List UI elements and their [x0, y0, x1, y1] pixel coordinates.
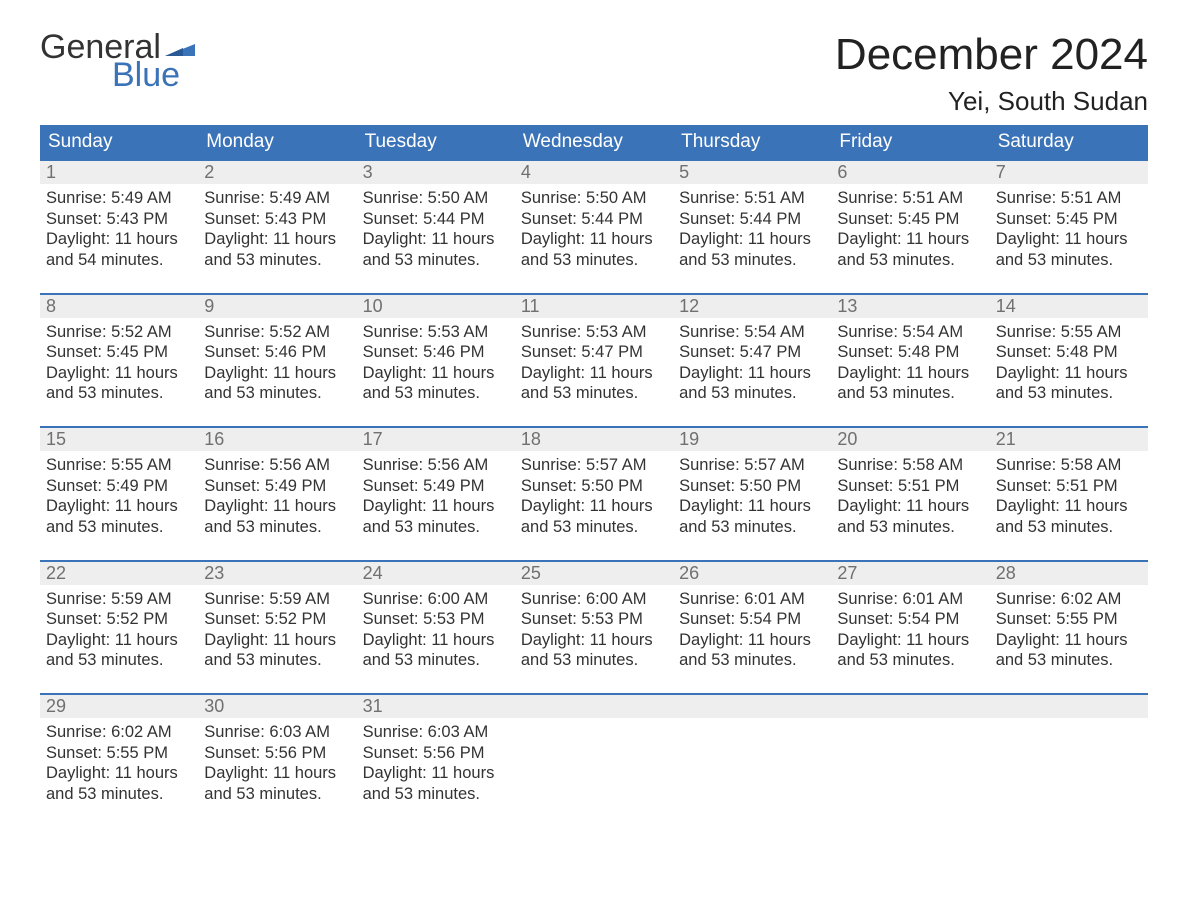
- header: General Blue December 2024 Yei, South Su…: [40, 30, 1148, 117]
- day-detail-cell: Sunrise: 6:02 AMSunset: 5:55 PMDaylight:…: [40, 718, 198, 813]
- day-detail-cell: Sunrise: 6:03 AMSunset: 5:56 PMDaylight:…: [357, 718, 515, 813]
- day-detail-cell: Sunrise: 5:50 AMSunset: 5:44 PMDaylight:…: [515, 184, 673, 293]
- day-number-row: 22232425262728: [40, 562, 1148, 585]
- day-detail-cell: Sunrise: 6:00 AMSunset: 5:53 PMDaylight:…: [515, 585, 673, 694]
- day-detail-cell: Sunrise: 5:58 AMSunset: 5:51 PMDaylight:…: [990, 451, 1148, 560]
- day-number-cell: 2: [198, 161, 356, 184]
- day-number-cell: 26: [673, 562, 831, 585]
- day-number-cell: 19: [673, 428, 831, 451]
- day-detail-cell: [515, 718, 673, 813]
- day-number-cell: 13: [831, 295, 989, 318]
- day-number-cell: 8: [40, 295, 198, 318]
- day-detail-cell: Sunrise: 5:54 AMSunset: 5:48 PMDaylight:…: [831, 318, 989, 427]
- day-detail-cell: Sunrise: 6:02 AMSunset: 5:55 PMDaylight:…: [990, 585, 1148, 694]
- day-detail-cell: Sunrise: 5:53 AMSunset: 5:46 PMDaylight:…: [357, 318, 515, 427]
- logo-word2: Blue: [112, 58, 195, 92]
- day-number-cell: 12: [673, 295, 831, 318]
- day-detail-row: Sunrise: 5:55 AMSunset: 5:49 PMDaylight:…: [40, 451, 1148, 560]
- day-number-cell: [831, 695, 989, 718]
- day-number-cell: [515, 695, 673, 718]
- day-number-cell: [673, 695, 831, 718]
- day-detail-row: Sunrise: 5:49 AMSunset: 5:43 PMDaylight:…: [40, 184, 1148, 293]
- day-number-cell: 18: [515, 428, 673, 451]
- day-number-cell: 9: [198, 295, 356, 318]
- day-number-cell: 17: [357, 428, 515, 451]
- day-number-row: 15161718192021: [40, 428, 1148, 451]
- day-detail-cell: Sunrise: 5:55 AMSunset: 5:48 PMDaylight:…: [990, 318, 1148, 427]
- day-of-week-row: SundayMondayTuesdayWednesdayThursdayFrid…: [40, 125, 1148, 161]
- location-label: Yei, South Sudan: [835, 86, 1148, 117]
- day-detail-cell: Sunrise: 5:55 AMSunset: 5:49 PMDaylight:…: [40, 451, 198, 560]
- calendar-body: 1234567Sunrise: 5:49 AMSunset: 5:43 PMDa…: [40, 161, 1148, 813]
- day-number-cell: 24: [357, 562, 515, 585]
- day-number-row: 1234567: [40, 161, 1148, 184]
- day-number-cell: 1: [40, 161, 198, 184]
- day-detail-cell: Sunrise: 6:03 AMSunset: 5:56 PMDaylight:…: [198, 718, 356, 813]
- day-detail-row: Sunrise: 6:02 AMSunset: 5:55 PMDaylight:…: [40, 718, 1148, 813]
- day-detail-cell: Sunrise: 5:52 AMSunset: 5:45 PMDaylight:…: [40, 318, 198, 427]
- day-detail-cell: Sunrise: 5:54 AMSunset: 5:47 PMDaylight:…: [673, 318, 831, 427]
- dow-header: Monday: [198, 125, 356, 161]
- day-number-cell: 21: [990, 428, 1148, 451]
- day-detail-row: Sunrise: 5:59 AMSunset: 5:52 PMDaylight:…: [40, 585, 1148, 694]
- title-block: December 2024 Yei, South Sudan: [835, 30, 1148, 117]
- dow-header: Friday: [831, 125, 989, 161]
- day-number-cell: 3: [357, 161, 515, 184]
- day-detail-cell: Sunrise: 5:51 AMSunset: 5:44 PMDaylight:…: [673, 184, 831, 293]
- day-number-cell: 16: [198, 428, 356, 451]
- day-detail-cell: [831, 718, 989, 813]
- logo: General Blue: [40, 30, 195, 92]
- day-number-cell: 22: [40, 562, 198, 585]
- day-detail-cell: Sunrise: 5:51 AMSunset: 5:45 PMDaylight:…: [831, 184, 989, 293]
- day-number-cell: 14: [990, 295, 1148, 318]
- day-number-cell: 11: [515, 295, 673, 318]
- day-number-cell: 30: [198, 695, 356, 718]
- day-detail-cell: [673, 718, 831, 813]
- day-number-cell: 5: [673, 161, 831, 184]
- day-number-cell: 20: [831, 428, 989, 451]
- month-title: December 2024: [835, 30, 1148, 80]
- day-number-cell: 10: [357, 295, 515, 318]
- day-number-cell: [990, 695, 1148, 718]
- day-number-cell: 28: [990, 562, 1148, 585]
- calendar-table: SundayMondayTuesdayWednesdayThursdayFrid…: [40, 125, 1148, 813]
- day-detail-cell: [990, 718, 1148, 813]
- day-detail-cell: Sunrise: 5:52 AMSunset: 5:46 PMDaylight:…: [198, 318, 356, 427]
- day-detail-cell: Sunrise: 6:00 AMSunset: 5:53 PMDaylight:…: [357, 585, 515, 694]
- day-number-row: 293031: [40, 695, 1148, 718]
- day-number-cell: 7: [990, 161, 1148, 184]
- day-number-cell: 31: [357, 695, 515, 718]
- day-number-cell: 27: [831, 562, 989, 585]
- day-detail-cell: Sunrise: 5:49 AMSunset: 5:43 PMDaylight:…: [40, 184, 198, 293]
- day-number-cell: 23: [198, 562, 356, 585]
- dow-header: Wednesday: [515, 125, 673, 161]
- day-detail-cell: Sunrise: 6:01 AMSunset: 5:54 PMDaylight:…: [673, 585, 831, 694]
- day-detail-cell: Sunrise: 5:57 AMSunset: 5:50 PMDaylight:…: [673, 451, 831, 560]
- day-number-cell: 29: [40, 695, 198, 718]
- day-detail-row: Sunrise: 5:52 AMSunset: 5:45 PMDaylight:…: [40, 318, 1148, 427]
- day-number-row: 891011121314: [40, 295, 1148, 318]
- day-detail-cell: Sunrise: 5:57 AMSunset: 5:50 PMDaylight:…: [515, 451, 673, 560]
- day-number-cell: 4: [515, 161, 673, 184]
- dow-header: Tuesday: [357, 125, 515, 161]
- day-detail-cell: Sunrise: 5:59 AMSunset: 5:52 PMDaylight:…: [198, 585, 356, 694]
- day-detail-cell: Sunrise: 5:59 AMSunset: 5:52 PMDaylight:…: [40, 585, 198, 694]
- dow-header: Sunday: [40, 125, 198, 161]
- day-number-cell: 15: [40, 428, 198, 451]
- flag-icon: [165, 38, 195, 58]
- day-detail-cell: Sunrise: 5:58 AMSunset: 5:51 PMDaylight:…: [831, 451, 989, 560]
- day-detail-cell: Sunrise: 5:50 AMSunset: 5:44 PMDaylight:…: [357, 184, 515, 293]
- day-detail-cell: Sunrise: 5:56 AMSunset: 5:49 PMDaylight:…: [357, 451, 515, 560]
- day-detail-cell: Sunrise: 6:01 AMSunset: 5:54 PMDaylight:…: [831, 585, 989, 694]
- dow-header: Thursday: [673, 125, 831, 161]
- day-detail-cell: Sunrise: 5:49 AMSunset: 5:43 PMDaylight:…: [198, 184, 356, 293]
- dow-header: Saturday: [990, 125, 1148, 161]
- day-number-cell: 6: [831, 161, 989, 184]
- day-detail-cell: Sunrise: 5:51 AMSunset: 5:45 PMDaylight:…: [990, 184, 1148, 293]
- day-detail-cell: Sunrise: 5:53 AMSunset: 5:47 PMDaylight:…: [515, 318, 673, 427]
- day-detail-cell: Sunrise: 5:56 AMSunset: 5:49 PMDaylight:…: [198, 451, 356, 560]
- day-number-cell: 25: [515, 562, 673, 585]
